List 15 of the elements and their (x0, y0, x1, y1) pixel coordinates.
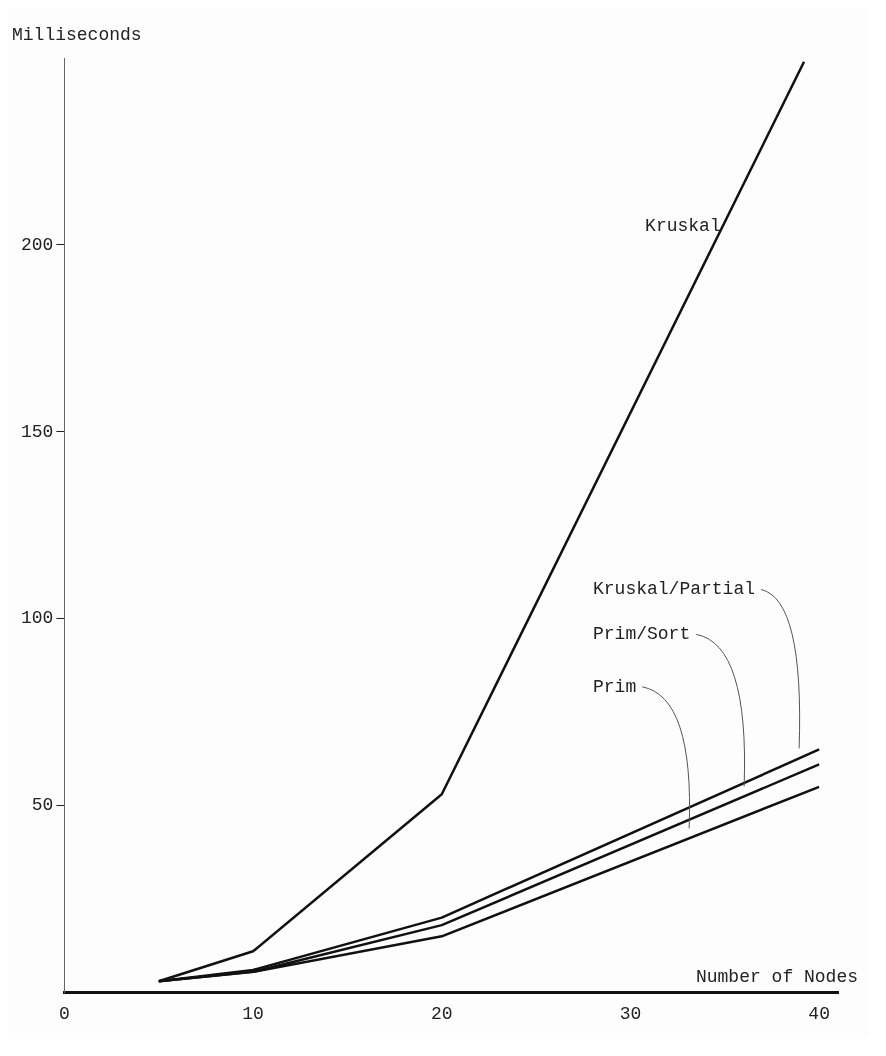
x-axis-title: Number of Nodes (695, 967, 858, 988)
y-tick-label: 100 (21, 608, 54, 629)
text: Prim (593, 676, 637, 697)
x-tick-label: 40 (808, 1003, 830, 1024)
x-tick-label: 30 (619, 1003, 642, 1024)
y-tick-label: 200 (21, 234, 54, 255)
series-label: Kruskal (645, 215, 721, 236)
text: Kruskal/Partial (593, 579, 756, 600)
y-tick-label: 150 (21, 421, 54, 442)
x-tick-label: 10 (242, 1003, 264, 1024)
y-axis-title: Milliseconds (12, 24, 142, 45)
text: Prim/Sort (593, 624, 691, 645)
x-tick-label: 0 (59, 1003, 70, 1024)
y-tick-label: 50 (31, 795, 54, 816)
x-tick-label: 20 (430, 1003, 453, 1024)
